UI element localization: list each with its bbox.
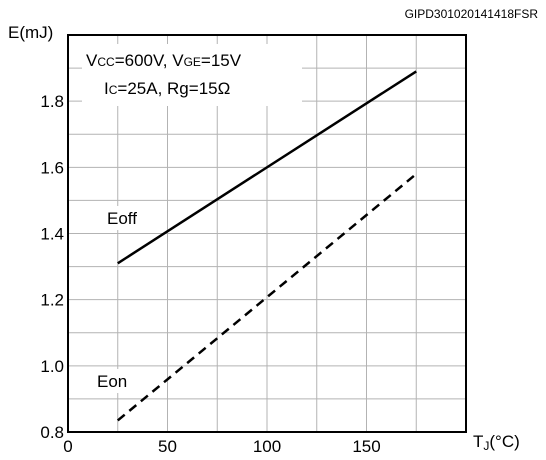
x-tick-label: 50 [158,437,177,456]
series-line-eoff [117,70,417,265]
series-label-eon: Eon [97,372,127,391]
conditions-line-1: VCC=600V, VGE=15V [86,51,242,70]
plot-frame [67,34,467,433]
x-tick-labels: 0 50 100 150 [63,437,380,456]
eon-label-bg [93,369,141,393]
y-tick-label: 1.2 [40,291,64,310]
figure-code: GIPD301020141418FSR [405,7,539,21]
y-tick-labels: 0.8 1.0 1.2 1.4 1.6 1.8 [40,92,64,442]
x-tick-label: 150 [352,437,380,456]
y-tick-label: 1.6 [40,158,64,177]
x-tick-label: 0 [63,437,72,456]
y-tick-label: 1.4 [40,225,64,244]
x-axis-label: TJ(°C) [473,432,520,453]
y-axis-label: E(mJ) [8,23,53,42]
conditions-box [82,44,302,106]
eoff-label-bg [103,206,153,230]
y-tick-label: 0.8 [40,423,64,442]
y-tick-label: 1.8 [40,92,64,111]
series-label-eoff: Eoff [107,209,137,228]
conditions-line-2: IC=25A, Rg=15Ω [104,79,230,98]
series-lines [116,70,418,422]
x-tick-label: 100 [253,437,281,456]
series-line-eon [116,172,418,422]
y-tick-label: 1.0 [40,357,64,376]
